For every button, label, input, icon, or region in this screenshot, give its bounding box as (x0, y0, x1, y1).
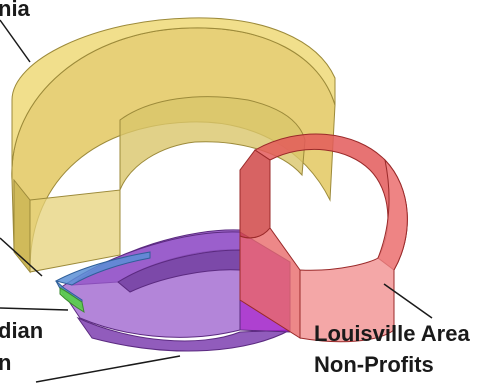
slice-yellow-top (11, 17, 336, 181)
leader-line-left-2 (0, 307, 69, 311)
leader-line-right (383, 283, 433, 319)
label-top-left: nia (0, 0, 30, 21)
leader-line-top-left (0, 19, 31, 63)
slice-red-outer-wall (299, 158, 408, 343)
slice-red-cut-face (239, 227, 301, 339)
leader-line-bottom (35, 355, 181, 383)
label-louisville-2: Non-Profits (314, 352, 434, 377)
label-bottom-left-1: dian (0, 318, 44, 343)
leader-line-left-1 (0, 237, 43, 277)
slice-green-top (59, 287, 85, 314)
label-bottom-left-2: n (0, 350, 12, 375)
slice-blue-top (54, 251, 151, 286)
slice-green (59, 287, 85, 314)
slice-yellow-cut-face-2 (29, 189, 121, 273)
slice-red (239, 133, 408, 343)
slice-red-inner-wall (239, 149, 271, 239)
label-louisville-1: Louisville Area (314, 321, 470, 346)
slice-yellow-inner-wall (119, 96, 306, 191)
slice-yellow (11, 17, 336, 274)
